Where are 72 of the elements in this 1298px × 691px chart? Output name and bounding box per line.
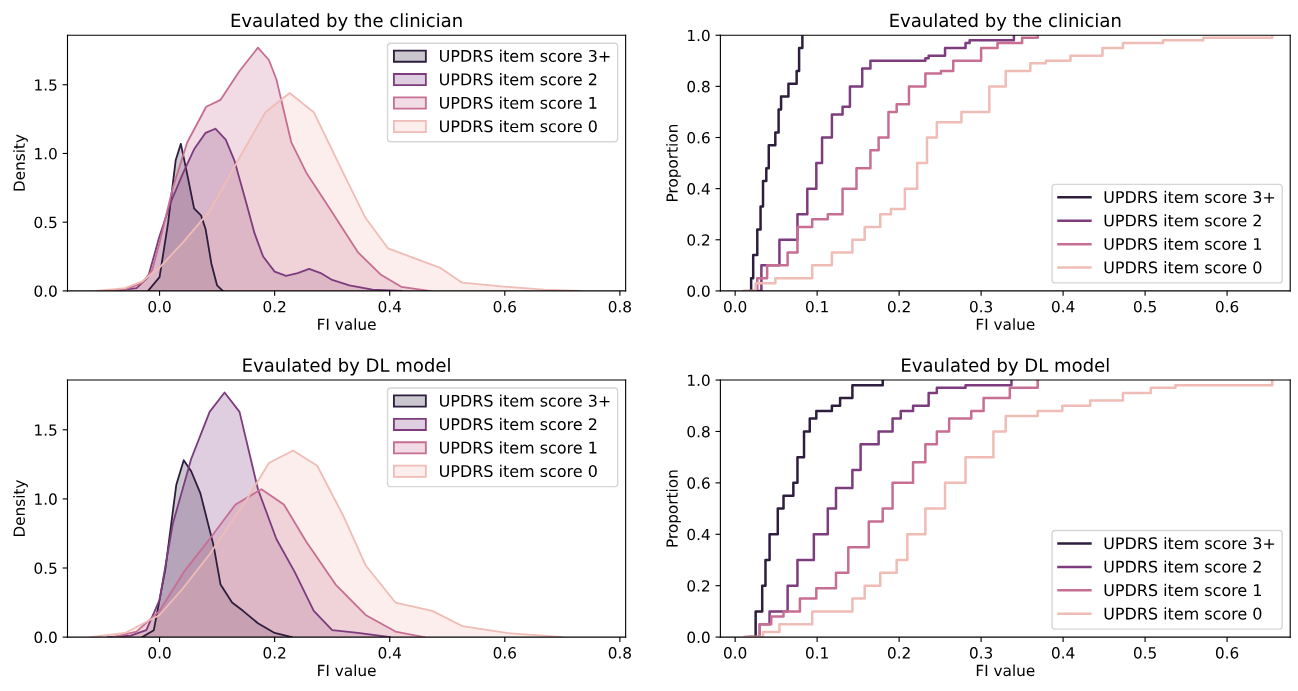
x-tick-label: 0.8	[608, 300, 631, 313]
x-tick-label: 0.0	[148, 300, 171, 313]
x-axis-title: FI value	[976, 664, 1035, 677]
x-tick-label: 0.6	[1215, 647, 1239, 659]
y-tick-label: 1.5	[35, 424, 57, 436]
y-tick-label: 1.5	[35, 79, 57, 91]
x-tick-label: 0.4	[1051, 300, 1075, 313]
legend-label: UPDRS item score 1	[440, 96, 597, 109]
x-tick-label: 0.8	[608, 647, 631, 659]
legend-label: UPDRS item score 3+	[1104, 190, 1275, 204]
legend-label: UPDRS item score 1	[440, 441, 597, 454]
y-tick-label: 0.0	[687, 631, 710, 644]
x-tick-label: 0.0	[724, 647, 747, 659]
y-tick-label: 0.6	[687, 131, 710, 144]
y-tick-label: 0.8	[687, 425, 710, 438]
x-axis-title: FI value	[318, 664, 376, 677]
legend-label: UPDRS item score 0	[1104, 607, 1262, 620]
x-tick-label: 0.2	[887, 300, 910, 313]
legend-label: UPDRS item score 1	[1104, 583, 1261, 597]
legend-label: UPDRS item score 0	[440, 119, 597, 133]
legend-label: UPDRS item score 2	[440, 417, 597, 431]
y-tick-label: 0.0	[34, 285, 57, 297]
x-tick-label: 0.6	[493, 647, 516, 659]
chart-title: Evaulated by DL model	[902, 358, 1109, 376]
legend-label: UPDRS item score 3+	[1104, 536, 1275, 550]
y-tick-label: 0.2	[687, 580, 710, 592]
x-axis-title: FI value	[976, 318, 1035, 331]
x-tick-label: 0.6	[493, 300, 516, 313]
legend-label: UPDRS item score 0	[440, 464, 597, 478]
y-tick-label: 0.0	[34, 631, 57, 644]
y-tick-label: 1.0	[35, 493, 57, 505]
y-tick-label: 1.0	[35, 147, 57, 160]
x-tick-label: 0.2	[263, 300, 286, 313]
legend-label: UPDRS item score 3+	[440, 49, 610, 62]
y-tick-label: 0.4	[687, 183, 710, 195]
legend-label: UPDRS item score 1	[1104, 237, 1261, 250]
y-tick-label: 0.8	[687, 80, 710, 93]
x-tick-label: 0.2	[887, 647, 910, 659]
legend-label: UPDRS item score 2	[440, 73, 597, 86]
legend-label: UPDRS item score 2	[1104, 560, 1261, 573]
chart-title: Evaulated by the clinician	[231, 13, 462, 31]
y-tick-label: 0.0	[687, 285, 710, 297]
x-tick-label: 0.3	[969, 647, 993, 659]
y-axis-title: Density	[13, 134, 28, 191]
x-tick-label: 0.0	[148, 647, 171, 659]
y-tick-label: 0.4	[687, 528, 710, 541]
x-tick-label: 0.5	[1133, 300, 1156, 313]
y-tick-label: 1.0	[688, 374, 710, 387]
y-tick-label: 0.5	[34, 562, 57, 575]
x-tick-label: 0.3	[969, 300, 993, 313]
legend-label: UPDRS item score 0	[1104, 261, 1262, 274]
y-axis-title: Proportion	[666, 470, 681, 547]
x-tick-label: 0.4	[378, 647, 402, 659]
y-axis-title: Proportion	[666, 124, 681, 201]
x-axis-title: FI value	[318, 318, 376, 331]
legend-label: UPDRS item score 2	[1104, 214, 1261, 227]
y-tick-label: 0.5	[34, 216, 57, 229]
y-axis-title: Density	[13, 479, 28, 537]
x-tick-label: 0.4	[378, 300, 402, 313]
legend-label: UPDRS item score 3+	[440, 394, 610, 407]
chart-title: Evaulated by the clinician	[890, 13, 1121, 31]
x-tick-label: 0.1	[806, 300, 828, 313]
y-tick-label: 0.6	[687, 477, 710, 489]
x-tick-label: 0.6	[1215, 300, 1239, 313]
y-tick-label: 1.0	[688, 29, 710, 42]
x-tick-label: 0.1	[806, 647, 828, 659]
x-tick-label: 0.4	[1051, 647, 1075, 659]
chart-title: Evaulated by DL model	[243, 358, 450, 376]
x-tick-label: 0.0	[724, 300, 747, 313]
x-tick-label: 0.5	[1133, 647, 1156, 659]
x-tick-label: 0.2	[263, 647, 286, 659]
y-tick-label: 0.2	[687, 234, 710, 246]
